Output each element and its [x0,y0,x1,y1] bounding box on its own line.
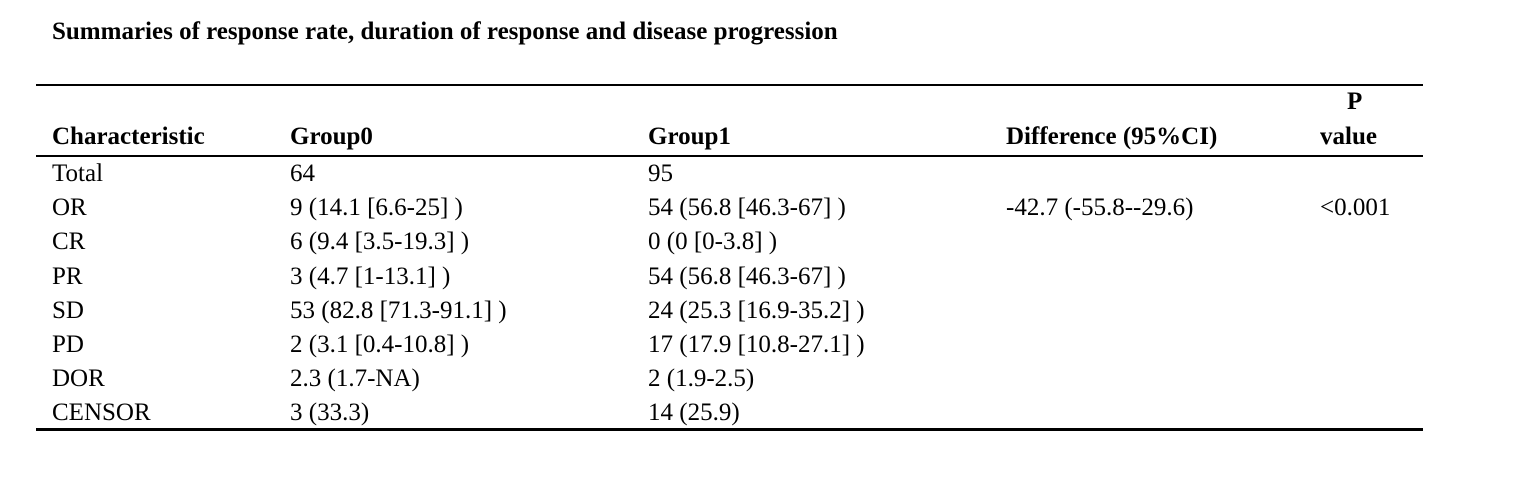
cell-group0: 2 (3.1 [0.4-10.8] ) [290,331,470,358]
cell-difference: -42.7 (-55.8--29.6) [1006,194,1194,222]
cell-group1: 14 (25.9) [648,399,740,427]
cell-group1: 0 (0 [0-3.8] ) [648,228,778,256]
header-group1: Group1 [648,123,731,150]
cell-group1: 95 [648,160,673,187]
table-header-rule [36,155,1423,157]
header-p-value-line1: P [1347,88,1363,115]
table-bottom-rule [36,428,1423,431]
cell-group1: 54 (56.8 [46.3-67] ) [648,262,846,290]
table-title: Summaries of response rate, duration of … [52,18,838,45]
cell-characteristic: CR [52,228,86,256]
cell-group1: 54 (56.8 [46.3-67] ) [648,194,846,222]
cell-group1: 2 (1.9-2.5) [648,365,755,393]
cell-group0: 6 (9.4 [3.5-19.3] ) [290,228,470,256]
cell-group0: 2.3 (1.7-NA) [290,365,420,393]
cell-p-value: <0.001 [1320,194,1391,222]
cell-characteristic: SD [52,296,84,324]
cell-group1: 24 (25.3 [16.9-35.2] ) [648,296,865,324]
cell-characteristic: DOR [52,365,105,393]
cell-group0: 3 (33.3) [290,399,370,427]
header-group0: Group0 [290,123,373,150]
header-difference: Difference (95%CI) [1006,123,1218,150]
cell-group0: 64 [290,160,315,187]
cell-characteristic: Total [52,160,104,187]
cell-group0: 53 (82.8 [71.3-91.1] ) [290,296,507,324]
cell-characteristic: PR [52,262,83,290]
cell-group0: 9 (14.1 [6.6-25] ) [290,194,463,222]
table-top-rule [36,84,1423,86]
cell-group1: 17 (17.9 [10.8-27.1] ) [648,331,865,358]
cell-group0: 3 (4.7 [1-13.1] ) [290,262,451,290]
header-characteristic: Characteristic [52,123,205,150]
cell-characteristic: CENSOR [52,399,151,427]
cell-characteristic: OR [52,194,87,222]
header-p-value-line2: value [1320,123,1377,150]
cell-characteristic: PD [52,331,84,358]
